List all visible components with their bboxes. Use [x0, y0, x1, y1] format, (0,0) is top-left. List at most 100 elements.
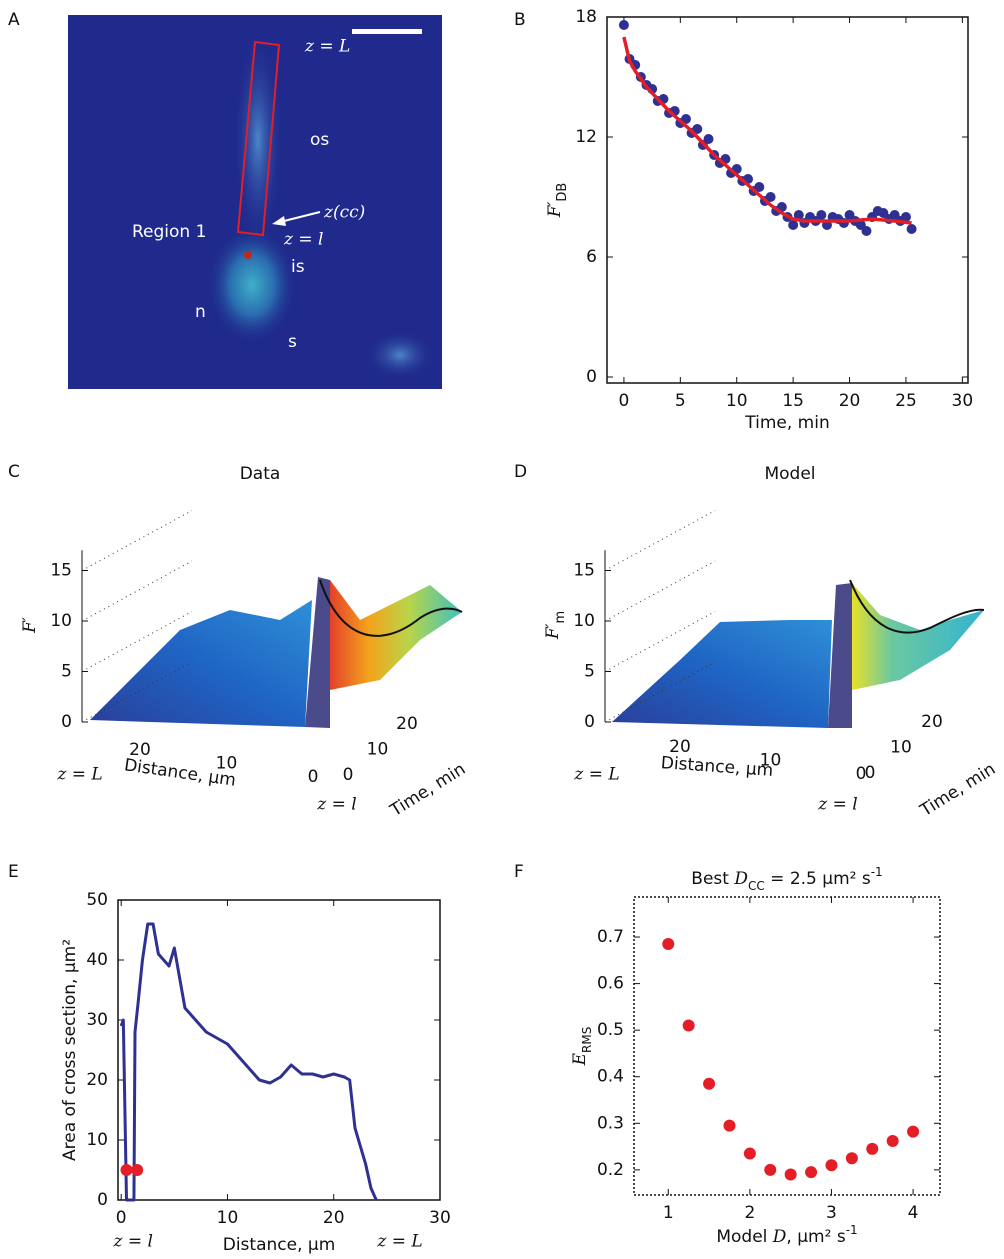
y-tick-label: 10 — [890, 738, 912, 758]
x-tick-label: 2 — [744, 1203, 755, 1223]
x-tick-label: 0 — [619, 391, 630, 411]
point — [816, 210, 827, 220]
point — [886, 1134, 899, 1147]
x-tick-label: 0 — [856, 764, 867, 784]
y-tick-label: 0.5 — [597, 1020, 624, 1040]
z-axis-label: F′m — [543, 611, 569, 640]
z-tick-label: 15 — [573, 561, 595, 581]
image-label: s — [288, 332, 297, 352]
x-axis-label: Distance, μm — [660, 753, 774, 781]
y-tick-label: 12 — [575, 127, 597, 147]
y-axis-label: ERMS — [570, 1027, 594, 1067]
chart-title-part: s — [856, 869, 870, 889]
panel-label: F — [514, 862, 524, 882]
y-axis-label-main: F′ — [545, 202, 565, 219]
x-tick-label: 20 — [129, 740, 151, 760]
surface-wall — [305, 577, 330, 728]
point — [131, 1164, 144, 1176]
x-tick-label: 10 — [726, 391, 748, 411]
x-tick-label: 3 — [826, 1203, 837, 1223]
chart-title: Model — [764, 464, 815, 484]
end-label: z = L — [376, 1232, 422, 1252]
point — [825, 1159, 838, 1172]
y-tick-label: 10 — [367, 740, 389, 760]
y-tick-label: 18 — [575, 7, 597, 27]
y-tick-label: 10 — [86, 1130, 108, 1150]
chart-title-part: -1 — [871, 865, 883, 879]
x-tick-label: 10 — [217, 1208, 239, 1228]
x-tick-label: 1 — [663, 1203, 674, 1223]
z-tick-label: 5 — [61, 662, 72, 682]
arrow — [279, 211, 321, 223]
grid-line — [81, 510, 193, 571]
point — [682, 1019, 695, 1032]
y-axis-label: Time, min — [916, 759, 999, 821]
z-axis-label: F′ — [20, 617, 40, 634]
chart-title-part: Best — [691, 869, 734, 889]
point — [120, 1164, 133, 1176]
y-axis-label-part: E — [570, 1052, 590, 1066]
point — [900, 212, 911, 222]
end-label: z = L — [56, 765, 102, 785]
z-tick-label: 0 — [61, 712, 72, 732]
end-label: z = L — [573, 765, 619, 785]
y-axis-label: F′DB — [545, 183, 571, 219]
point — [754, 182, 765, 192]
image-label: os — [310, 130, 329, 150]
y-tick-label: 20 — [921, 712, 943, 732]
point — [907, 1125, 920, 1138]
plot-frame — [606, 16, 969, 384]
surface-wall — [828, 583, 852, 728]
point — [845, 1152, 858, 1165]
surface-edge — [319, 579, 463, 637]
surface — [612, 620, 832, 728]
point — [703, 1077, 716, 1090]
z-axis-label-main: F′ — [543, 623, 563, 640]
y-tick-label: 0.3 — [597, 1113, 624, 1133]
surface — [90, 600, 312, 727]
point — [866, 1142, 879, 1155]
surface-decor-c — [90, 577, 463, 728]
x-tick-label: 10 — [760, 751, 782, 771]
x-axis-label: Model D, μm² s-1 — [716, 1223, 857, 1248]
x-tick-label: 25 — [895, 391, 917, 411]
point — [784, 1168, 797, 1181]
x-tick-label: 15 — [782, 391, 804, 411]
image-label: z = L — [304, 37, 350, 57]
z-tick-label: 10 — [573, 611, 595, 631]
y-tick-label: 20 — [396, 714, 418, 734]
image-label: z = l — [283, 230, 323, 250]
y-tick-label: 0.4 — [597, 1067, 624, 1087]
point — [764, 1163, 777, 1176]
line — [119, 922, 378, 1202]
y-tick-label: 0 — [865, 763, 876, 783]
panel-labels: A B C D E F — [8, 10, 527, 882]
y-tick-label: 20 — [86, 1070, 108, 1090]
grid-line — [604, 510, 716, 571]
y-tick-label: 40 — [86, 950, 108, 970]
point — [788, 220, 799, 230]
cc-marker — [244, 251, 252, 259]
chart-title-part: CC — [748, 879, 765, 893]
plot-frame — [117, 899, 441, 1201]
chart-title: Data — [240, 464, 281, 484]
arrowhead — [272, 216, 286, 226]
grid-line — [604, 560, 716, 622]
x-tick-label: 5 — [675, 391, 686, 411]
grid-line — [81, 560, 193, 622]
image-label: Region 1 — [132, 222, 206, 242]
point — [793, 210, 804, 220]
inner-segment — [207, 225, 297, 345]
y-tick-label: 0 — [97, 1190, 108, 1210]
image-label: is — [291, 257, 305, 277]
panel-label: D — [514, 462, 527, 482]
y-tick-label: 50 — [86, 890, 108, 910]
blob — [365, 330, 435, 380]
z-tick-label: 15 — [50, 561, 72, 581]
y-tick-label: 30 — [86, 1010, 108, 1030]
y-axis-label: Time, min — [386, 759, 469, 821]
image-label: z(cc) — [323, 203, 365, 223]
point — [906, 224, 917, 234]
point — [618, 20, 629, 30]
y-tick-label: 0.6 — [597, 974, 624, 994]
